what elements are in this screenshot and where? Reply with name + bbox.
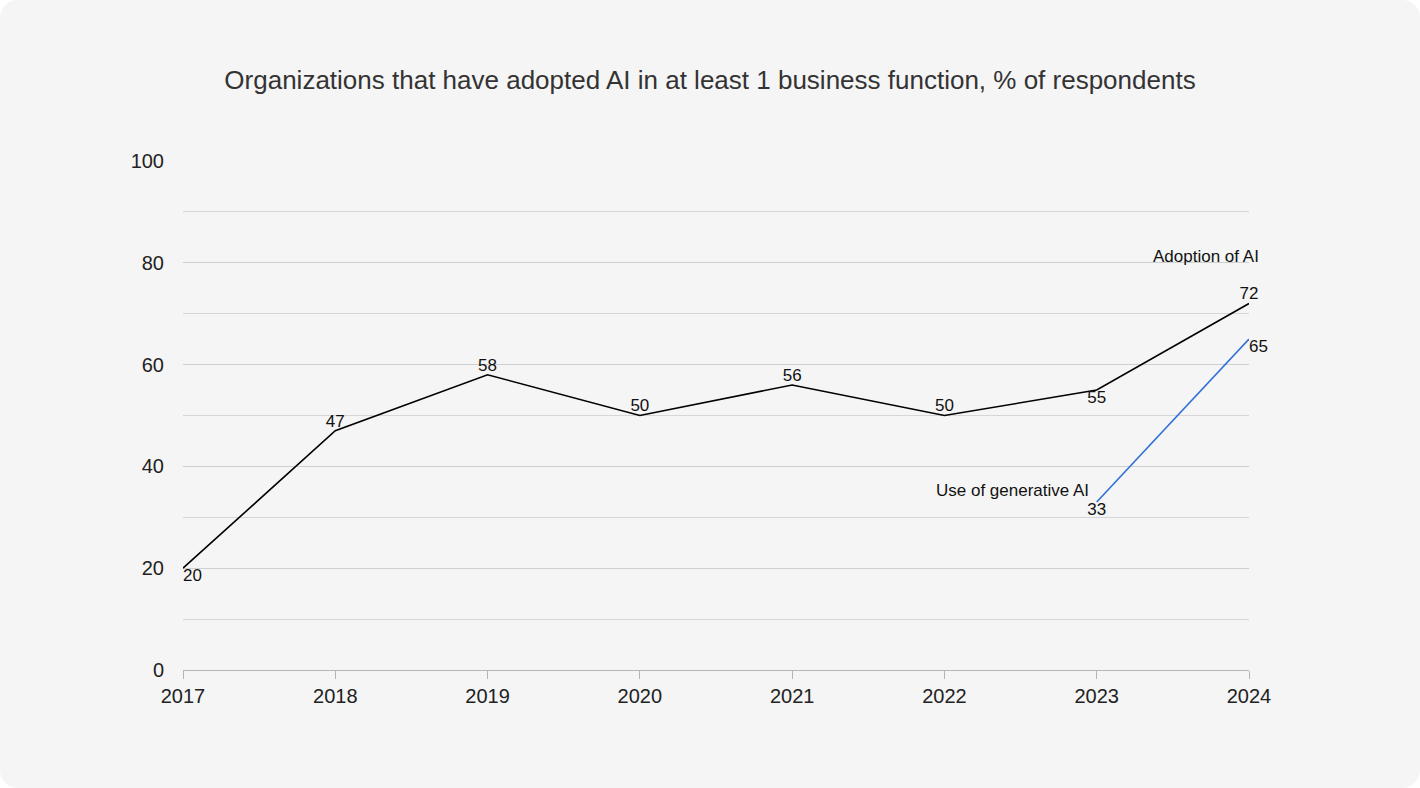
svg-text:Organizations that have adopte: Organizations that have adopted AI in at… bbox=[224, 65, 1195, 95]
svg-text:Use of generative AI: Use of generative AI bbox=[936, 481, 1089, 500]
svg-text:60: 60 bbox=[142, 354, 164, 376]
svg-text:50: 50 bbox=[630, 396, 649, 415]
svg-text:100: 100 bbox=[131, 150, 164, 172]
svg-text:2020: 2020 bbox=[618, 685, 663, 707]
svg-text:40: 40 bbox=[142, 455, 164, 477]
svg-text:2023: 2023 bbox=[1074, 685, 1119, 707]
svg-text:50: 50 bbox=[935, 396, 954, 415]
svg-text:20: 20 bbox=[183, 566, 202, 585]
svg-text:Adoption of AI: Adoption of AI bbox=[1153, 247, 1259, 266]
svg-text:2017: 2017 bbox=[161, 685, 206, 707]
svg-text:0: 0 bbox=[153, 659, 164, 681]
svg-text:47: 47 bbox=[326, 412, 345, 431]
svg-text:2024: 2024 bbox=[1227, 685, 1272, 707]
svg-text:20: 20 bbox=[142, 557, 164, 579]
svg-text:2022: 2022 bbox=[922, 685, 967, 707]
svg-text:65: 65 bbox=[1249, 337, 1268, 356]
svg-text:55: 55 bbox=[1087, 388, 1106, 407]
svg-text:72: 72 bbox=[1240, 284, 1259, 303]
svg-text:58: 58 bbox=[478, 356, 497, 375]
svg-text:2019: 2019 bbox=[465, 685, 510, 707]
svg-text:80: 80 bbox=[142, 252, 164, 274]
svg-text:2018: 2018 bbox=[313, 685, 358, 707]
svg-text:2021: 2021 bbox=[770, 685, 815, 707]
svg-text:33: 33 bbox=[1087, 500, 1106, 519]
svg-text:56: 56 bbox=[783, 366, 802, 385]
